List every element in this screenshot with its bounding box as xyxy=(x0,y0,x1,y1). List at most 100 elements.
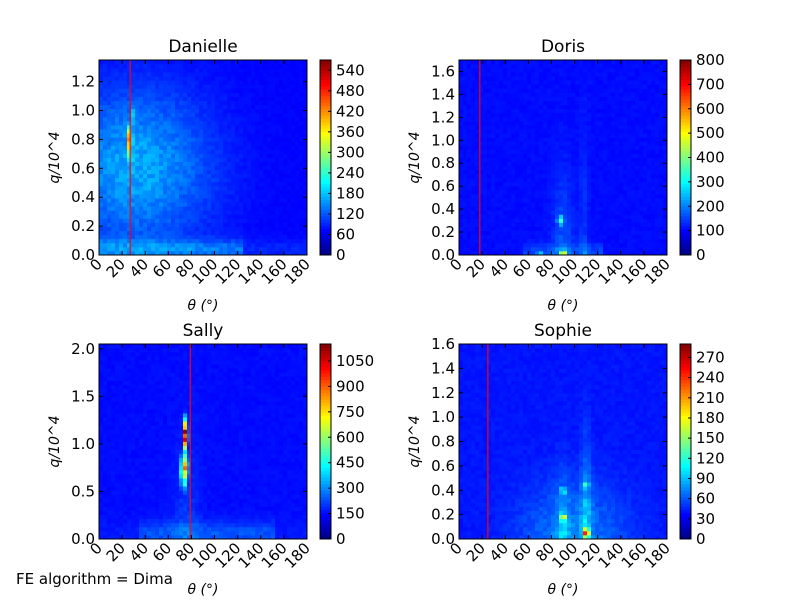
heatmap-cell xyxy=(539,96,544,102)
heatmap-cell xyxy=(591,246,596,252)
heatmap-cell xyxy=(203,185,208,191)
heatmap-cell xyxy=(611,145,616,150)
heatmap-cell xyxy=(471,137,476,142)
heatmap-cell xyxy=(267,84,272,89)
heatmap-cell xyxy=(499,137,504,142)
heatmap-cell xyxy=(167,72,172,77)
heatmap-cell xyxy=(139,214,144,219)
heatmap-cell xyxy=(595,112,600,118)
heatmap-cell xyxy=(191,157,196,162)
heatmap-cell xyxy=(119,202,124,207)
heatmap-cell xyxy=(191,198,196,203)
heatmap-cell xyxy=(207,137,212,142)
heatmap-cell xyxy=(127,96,132,102)
heatmap-cell xyxy=(547,194,552,199)
heatmap-cell xyxy=(247,153,252,158)
heatmap-cell xyxy=(471,60,476,65)
heatmap-cell xyxy=(171,181,176,187)
heatmap-cell xyxy=(151,112,156,118)
heatmap-cell xyxy=(547,238,552,244)
heatmap-cell xyxy=(99,214,104,219)
heatmap-cell xyxy=(503,108,508,114)
heatmap-cell xyxy=(647,161,652,167)
heatmap-cell xyxy=(515,218,520,223)
heatmap-cell xyxy=(243,214,248,219)
heatmap-cell xyxy=(527,218,532,223)
heatmap-cell xyxy=(251,190,256,195)
heatmap-cell xyxy=(271,218,276,223)
heatmap-cell xyxy=(639,72,644,77)
heatmap-cell xyxy=(223,157,228,162)
heatmap-cell xyxy=(131,198,136,203)
heatmap-cell xyxy=(519,112,524,118)
heatmap-cell xyxy=(151,161,156,167)
heatmap-cell xyxy=(583,153,588,158)
heatmap-cell xyxy=(187,234,192,240)
heatmap-cell xyxy=(183,165,188,171)
heatmap-cell xyxy=(643,246,648,252)
heatmap-cell xyxy=(263,157,268,162)
heatmap-cell xyxy=(171,169,176,175)
heatmap-cell xyxy=(543,214,548,219)
heatmap-cell xyxy=(207,206,212,211)
heatmap-cell xyxy=(599,218,604,223)
heatmap-cell xyxy=(635,230,640,236)
heatmap-cell xyxy=(519,129,524,134)
heatmap-cell xyxy=(195,149,200,154)
heatmap-cell xyxy=(187,60,192,65)
heatmap-cell xyxy=(139,125,144,130)
heatmap-cell xyxy=(551,169,556,175)
heatmap-cell xyxy=(579,80,584,85)
heatmap-cell xyxy=(227,125,232,130)
heatmap-cell xyxy=(127,230,132,236)
heatmap-cell xyxy=(187,125,192,130)
heatmap-cell xyxy=(203,68,208,73)
heatmap-cell xyxy=(635,133,640,138)
heatmap-cell xyxy=(163,100,168,106)
heatmap-cell xyxy=(479,242,484,248)
heatmap-cell xyxy=(515,76,520,81)
heatmap-cell xyxy=(111,161,116,167)
heatmap-cell xyxy=(235,88,240,93)
heatmap-cell xyxy=(567,222,572,227)
heatmap-cell xyxy=(571,238,576,244)
heatmap-cell xyxy=(467,173,472,179)
heatmap-cell xyxy=(571,80,576,85)
heatmap-cell xyxy=(463,181,468,187)
heatmap-cell xyxy=(543,116,548,122)
heatmap-cell xyxy=(263,120,268,126)
heatmap-cell xyxy=(571,133,576,138)
heatmap-cell xyxy=(179,206,184,211)
heatmap-cell xyxy=(203,246,208,252)
heatmap-cell xyxy=(111,165,116,171)
heatmap-cell xyxy=(623,198,628,203)
heatmap-cell xyxy=(187,92,192,97)
heatmap-cell xyxy=(579,238,584,244)
heatmap-cell xyxy=(295,104,300,110)
heatmap-cell xyxy=(227,202,232,207)
heatmap-cell xyxy=(167,153,172,158)
heatmap-cell xyxy=(303,250,308,256)
heatmap-cell xyxy=(231,108,236,114)
heatmap-cell xyxy=(643,108,648,114)
heatmap-cell xyxy=(555,133,560,138)
heatmap-cell xyxy=(471,120,476,126)
heatmap-cell xyxy=(119,125,124,130)
heatmap-cell xyxy=(611,218,616,223)
heatmap-cell xyxy=(183,137,188,142)
heatmap-cell xyxy=(243,177,248,183)
heatmap-cell xyxy=(171,104,176,110)
heatmap-cell xyxy=(647,250,652,256)
heatmap-cell xyxy=(627,181,632,187)
heatmap-cell xyxy=(603,133,608,138)
heatmap-cell xyxy=(199,222,204,227)
heatmap-cell xyxy=(471,194,476,199)
heatmap-cell xyxy=(491,112,496,118)
heatmap-cell xyxy=(223,108,228,114)
heatmap-cell xyxy=(647,169,652,175)
heatmap-cell xyxy=(499,246,504,252)
heatmap-cell xyxy=(579,165,584,171)
heatmap-cell xyxy=(155,80,160,85)
heatmap-cell xyxy=(647,177,652,183)
heatmap-cell xyxy=(539,165,544,171)
